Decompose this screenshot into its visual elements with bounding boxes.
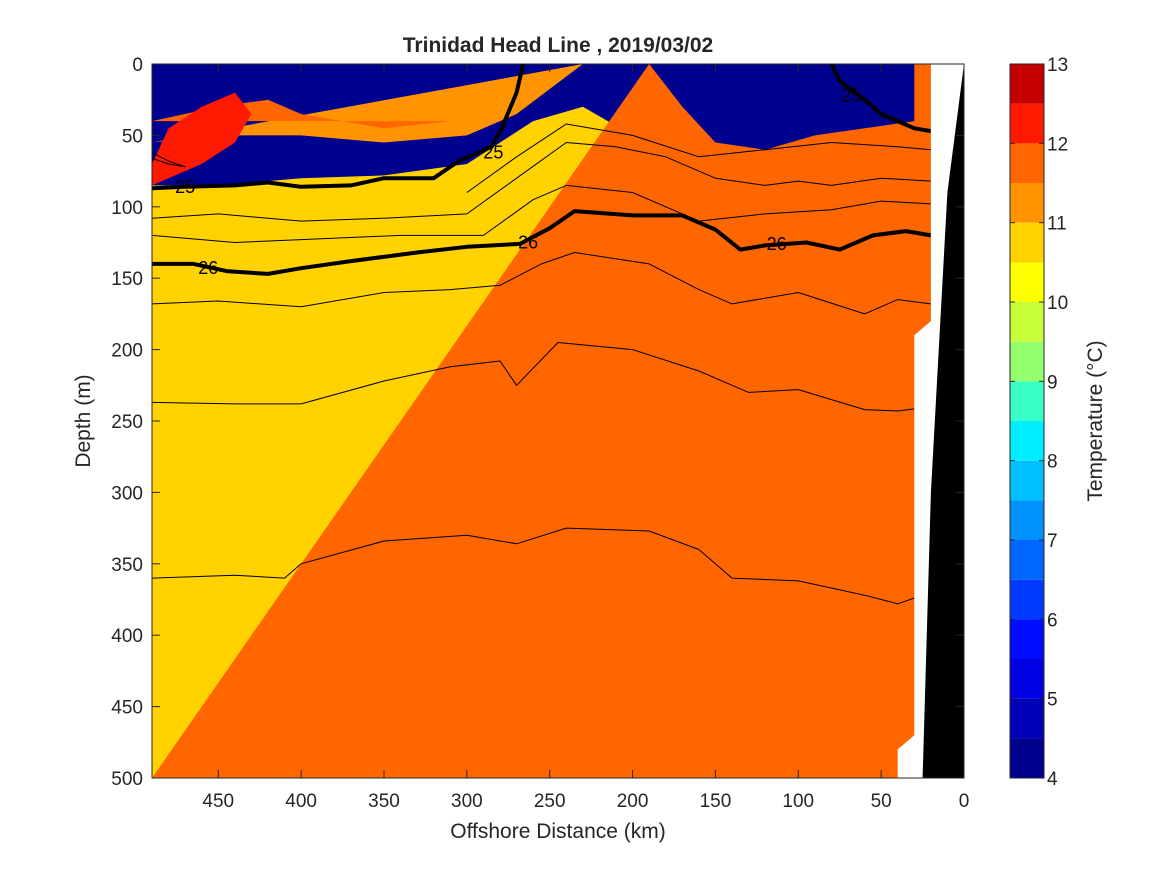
- y-tick-label: 50: [122, 126, 143, 147]
- colorbar-tick-label: 8: [1047, 452, 1058, 473]
- x-tick-label: 100: [782, 791, 814, 812]
- colorbar-swatch: [1010, 619, 1044, 659]
- x-axis-label: Offshore Distance (km): [450, 820, 666, 843]
- y-tick-label: 0: [132, 55, 143, 76]
- colorbar-swatch: [1010, 64, 1044, 104]
- density-contour-25: [152, 64, 526, 191]
- density-contour: [152, 252, 931, 315]
- colorbar-swatch: [1010, 540, 1044, 580]
- colorbar-tick-label: 10: [1047, 293, 1068, 314]
- bathymetry: [897, 64, 964, 778]
- colorbar-tick-label: 9: [1047, 372, 1058, 393]
- colorbar-tick-label: 13: [1047, 55, 1068, 76]
- density-contours: [152, 64, 932, 605]
- colorbar-swatch: [1010, 341, 1044, 382]
- x-tick-label: 200: [617, 791, 649, 812]
- y-tick-label: 400: [111, 626, 143, 647]
- colorbar-swatch: [1010, 381, 1044, 421]
- plot-area: [152, 64, 964, 778]
- colorbar-tick-label: 12: [1047, 134, 1068, 155]
- density-contour-26: [152, 209, 932, 276]
- temperature-band: [152, 64, 964, 778]
- x-tick-label: 450: [202, 791, 234, 812]
- density-contour: [152, 342, 931, 412]
- seafloor: [922, 64, 964, 778]
- contour-label: 25: [175, 177, 195, 197]
- colorbar-swatch: [1010, 500, 1044, 540]
- colorbar-swatch: [1010, 460, 1044, 501]
- density-contour: [466, 123, 931, 193]
- density-contour: [152, 152, 186, 168]
- colorbar-ticks: 4 5 6 7 8 9 10 11 12 13: [1010, 55, 1068, 790]
- colorbar-swatch: [1010, 103, 1044, 144]
- x-tick-label: 300: [451, 791, 483, 812]
- x-tick-label: 400: [285, 791, 317, 812]
- x-tick-label: 250: [534, 791, 566, 812]
- temperature-bands: [152, 64, 964, 778]
- colorbar-tick-label: 11: [1047, 214, 1067, 235]
- x-tick-label: 50: [871, 791, 892, 812]
- y-axis-label: Depth (m): [72, 374, 95, 467]
- contour-label: 26: [767, 234, 787, 254]
- colorbar-swatch: [1010, 302, 1044, 342]
- contour-label: 26: [198, 258, 218, 278]
- colorbar-tick-label: 6: [1047, 610, 1058, 631]
- x-tick-label: 0: [959, 791, 970, 812]
- density-contour: [152, 184, 931, 243]
- contour-labels: 25 25 25 26 26 26: [175, 85, 861, 278]
- colorbar-label: Temperature (°C): [1084, 340, 1107, 501]
- colorbar-swatch: [1010, 143, 1044, 183]
- y-tick-label: 100: [111, 198, 143, 219]
- colorbar-tick-label: 5: [1047, 690, 1058, 711]
- colorbar-frame: [1009, 63, 1045, 779]
- y-tick-label: 150: [111, 269, 143, 290]
- y-tick-label: 500: [111, 769, 143, 790]
- colorbar-swatch: [1010, 421, 1044, 461]
- colorbar-swatch: [1010, 183, 1044, 223]
- colorbar-swatch: [1010, 659, 1044, 699]
- x-tick-label: 350: [368, 791, 400, 812]
- colorbar-tick-label: 4: [1047, 769, 1058, 790]
- density-contour-25: [829, 64, 932, 134]
- colorbar-swatch: [1010, 222, 1044, 263]
- colorbar-swatch: [1010, 698, 1044, 739]
- temperature-band: [152, 64, 583, 143]
- colorbar-swatch: [1010, 738, 1044, 778]
- y-tick-label: 350: [111, 555, 143, 576]
- contour-label: 25: [483, 143, 503, 163]
- colorbar-swatch: [1010, 579, 1044, 620]
- contour-label: 26: [518, 233, 538, 253]
- contour-label: 25: [841, 85, 861, 105]
- y-tick-label: 250: [111, 412, 143, 433]
- y-axis-ticks: 0 50 100 150 200 250 300 350 400 450 500: [111, 55, 964, 790]
- x-tick-label: 150: [700, 791, 732, 812]
- y-tick-label: 200: [111, 341, 143, 362]
- y-tick-label: 300: [111, 483, 143, 504]
- colorbar: [1010, 64, 1044, 778]
- x-axis-ticks: 450 400 350 300 250 200 150 100 50 0: [202, 64, 969, 812]
- y-tick-label: 450: [111, 698, 143, 719]
- density-contour: [152, 527, 932, 605]
- colorbar-swatch: [1010, 262, 1044, 302]
- chart-title: Trinidad Head Line , 2019/03/02: [403, 34, 713, 57]
- temperature-band: [152, 92, 252, 186]
- colorbar-tick-label: 7: [1047, 531, 1058, 552]
- density-contour: [152, 142, 931, 222]
